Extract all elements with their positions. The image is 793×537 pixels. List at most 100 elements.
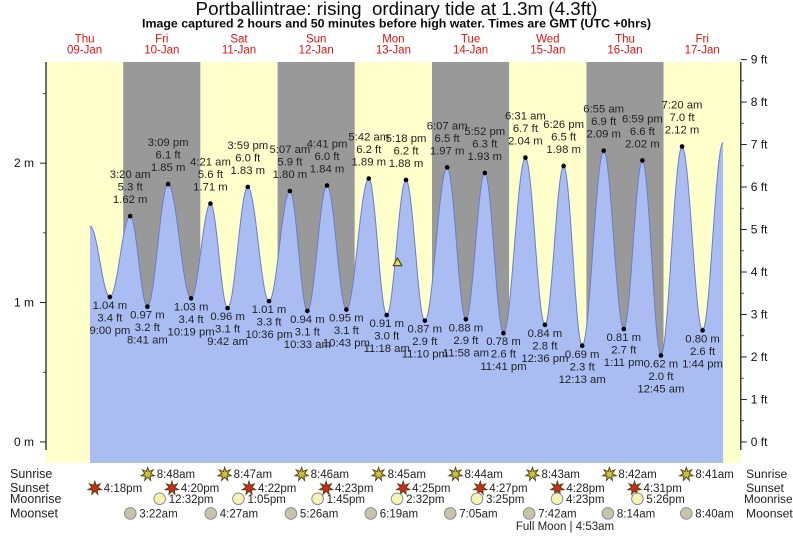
- svg-text:1.83 m: 1.83 m: [231, 165, 266, 177]
- svg-text:2:32pm: 2:32pm: [406, 494, 444, 506]
- svg-text:6:31 am: 6:31 am: [505, 111, 546, 123]
- svg-text:Moonrise: Moonrise: [744, 492, 793, 506]
- svg-text:0.84 m: 0.84 m: [528, 328, 563, 340]
- svg-text:1.03 m: 1.03 m: [174, 301, 209, 313]
- svg-text:1:11 pm: 1:11 pm: [604, 357, 644, 369]
- svg-text:7:05am: 7:05am: [459, 508, 497, 520]
- svg-text:2.9 ft: 2.9 ft: [453, 335, 479, 347]
- svg-text:12:13 am: 12:13 am: [559, 374, 606, 386]
- svg-text:8:48am: 8:48am: [157, 469, 195, 481]
- svg-text:10-Jan: 10-Jan: [144, 45, 179, 57]
- svg-text:12-Jan: 12-Jan: [299, 45, 334, 57]
- svg-text:0.91 m: 0.91 m: [369, 318, 404, 330]
- svg-text:6.9 ft: 6.9 ft: [591, 116, 617, 128]
- svg-text:12:45 am: 12:45 am: [637, 384, 684, 396]
- svg-text:4:18pm: 4:18pm: [104, 483, 142, 495]
- svg-text:7 ft: 7 ft: [751, 138, 768, 152]
- svg-text:6.1 ft: 6.1 ft: [156, 150, 182, 162]
- svg-text:0.94 m: 0.94 m: [290, 314, 325, 326]
- svg-text:8:42am: 8:42am: [618, 469, 656, 481]
- svg-text:2.0 ft: 2.0 ft: [648, 371, 674, 383]
- svg-text:2 m: 2 m: [14, 156, 34, 170]
- svg-text:6.0 ft: 6.0 ft: [314, 151, 340, 163]
- svg-text:1.98 m: 1.98 m: [546, 144, 581, 156]
- svg-text:8:41am: 8:41am: [695, 469, 733, 481]
- svg-text:8:14am: 8:14am: [617, 508, 655, 520]
- svg-text:0.69 m: 0.69 m: [565, 349, 600, 361]
- svg-text:4:27am: 4:27am: [220, 508, 258, 520]
- svg-text:2.04 m: 2.04 m: [508, 136, 543, 148]
- svg-text:1 ft: 1 ft: [751, 392, 768, 406]
- svg-text:2.9 ft: 2.9 ft: [412, 336, 438, 348]
- svg-text:2.09 m: 2.09 m: [586, 129, 621, 141]
- svg-text:6.5 ft: 6.5 ft: [551, 131, 577, 143]
- svg-text:Image captured 2 hours and 50: Image captured 2 hours and 50 minutes be…: [142, 17, 651, 31]
- svg-text:1.84 m: 1.84 m: [310, 163, 345, 175]
- svg-text:13-Jan: 13-Jan: [376, 45, 411, 57]
- svg-text:8:41 am: 8:41 am: [127, 335, 168, 347]
- svg-text:Full Moon | 4:53am: Full Moon | 4:53am: [516, 521, 614, 533]
- svg-text:6.7 ft: 6.7 ft: [513, 123, 539, 135]
- svg-text:0.78 m: 0.78 m: [486, 336, 521, 348]
- svg-text:5:18 pm: 5:18 pm: [386, 133, 427, 145]
- svg-text:2.6 ft: 2.6 ft: [491, 349, 517, 361]
- svg-text:4:21 am: 4:21 am: [190, 157, 231, 169]
- svg-text:8:46am: 8:46am: [311, 469, 349, 481]
- svg-text:3:25pm: 3:25pm: [486, 494, 524, 506]
- svg-text:3 ft: 3 ft: [751, 307, 768, 321]
- svg-text:5.6 ft: 5.6 ft: [198, 169, 224, 181]
- svg-text:5 ft: 5 ft: [751, 223, 768, 237]
- svg-text:2 ft: 2 ft: [751, 350, 768, 364]
- svg-text:0.97 m: 0.97 m: [130, 310, 165, 322]
- svg-text:3:20 am: 3:20 am: [110, 169, 151, 181]
- svg-text:Moonrise: Moonrise: [10, 492, 61, 506]
- svg-text:3:59 pm: 3:59 pm: [227, 140, 268, 152]
- svg-text:6.3 ft: 6.3 ft: [472, 138, 498, 150]
- svg-text:1.04 m: 1.04 m: [93, 300, 128, 312]
- svg-text:6:19am: 6:19am: [380, 508, 418, 520]
- svg-text:0.62 m: 0.62 m: [644, 359, 679, 371]
- svg-text:5.3 ft: 5.3 ft: [118, 182, 144, 194]
- svg-text:0.96 m: 0.96 m: [210, 311, 245, 323]
- svg-text:11:10 pm: 11:10 pm: [402, 349, 448, 361]
- svg-text:5:07 am: 5:07 am: [270, 144, 311, 156]
- svg-text:6.2 ft: 6.2 ft: [356, 144, 382, 156]
- svg-text:8:45am: 8:45am: [388, 469, 426, 481]
- svg-text:6.6 ft: 6.6 ft: [630, 126, 656, 138]
- svg-text:1.97 m: 1.97 m: [430, 145, 465, 157]
- svg-text:5.9 ft: 5.9 ft: [277, 157, 303, 169]
- svg-text:09-Jan: 09-Jan: [67, 45, 102, 57]
- svg-text:6:59 pm: 6:59 pm: [622, 113, 663, 125]
- svg-text:7:20 am: 7:20 am: [662, 99, 703, 111]
- svg-text:2.7 ft: 2.7 ft: [611, 345, 637, 357]
- svg-text:1.88 m: 1.88 m: [389, 158, 424, 170]
- svg-text:6 ft: 6 ft: [751, 180, 768, 194]
- svg-text:11-Jan: 11-Jan: [222, 45, 256, 57]
- svg-text:6.0 ft: 6.0 ft: [235, 152, 261, 164]
- svg-text:5:26pm: 5:26pm: [646, 494, 684, 506]
- svg-text:Sunrise: Sunrise: [746, 467, 788, 481]
- svg-text:Sunrise: Sunrise: [10, 467, 52, 481]
- svg-text:6.2 ft: 6.2 ft: [393, 145, 419, 157]
- svg-text:6:55 am: 6:55 am: [583, 104, 624, 116]
- svg-text:3.3 ft: 3.3 ft: [256, 317, 282, 329]
- svg-text:8:47am: 8:47am: [234, 469, 272, 481]
- svg-text:9:42 am: 9:42 am: [207, 336, 248, 348]
- svg-text:2.02 m: 2.02 m: [625, 138, 660, 150]
- svg-text:17-Jan: 17-Jan: [685, 45, 720, 57]
- svg-text:7:42am: 7:42am: [538, 508, 576, 520]
- svg-text:0.95 m: 0.95 m: [329, 313, 364, 325]
- svg-text:8:44am: 8:44am: [465, 469, 503, 481]
- svg-text:7.0 ft: 7.0 ft: [669, 112, 695, 124]
- svg-text:3.4 ft: 3.4 ft: [97, 312, 123, 324]
- svg-text:3.2 ft: 3.2 ft: [135, 322, 161, 334]
- svg-text:6.5 ft: 6.5 ft: [435, 133, 461, 145]
- svg-text:1:44 pm: 1:44 pm: [682, 358, 723, 370]
- svg-text:12:36 pm: 12:36 pm: [521, 353, 568, 365]
- svg-text:8:43am: 8:43am: [541, 469, 579, 481]
- svg-text:2.6 ft: 2.6 ft: [690, 346, 716, 358]
- svg-text:Moonset: Moonset: [746, 506, 793, 520]
- svg-text:0 m: 0 m: [14, 435, 34, 449]
- svg-text:3:09 pm: 3:09 pm: [148, 137, 189, 149]
- svg-text:3.1 ft: 3.1 ft: [295, 326, 321, 338]
